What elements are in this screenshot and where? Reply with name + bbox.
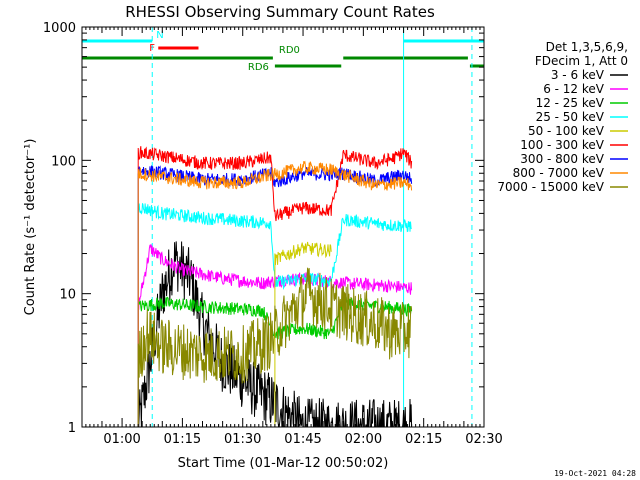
x-tick-label: 02:15 [405, 432, 442, 447]
x-axis-label: Start Time (01-Mar-12 00:50:02) [178, 456, 389, 471]
legend-entry: 100 - 300 keV [520, 138, 604, 152]
x-tick-label: 02:30 [465, 432, 502, 447]
x-tick-label: 01:00 [103, 432, 140, 447]
series-line [137, 146, 413, 427]
legend: Det 1,3,5,6,9,FDecim 1, Att 03 - 6 keV6 … [497, 40, 628, 194]
legend-header: FDecim 1, Att 0 [535, 54, 628, 68]
x-tick-label: 02:00 [345, 432, 382, 447]
observing-state-bars: NFRD0RD6 [82, 30, 484, 73]
legend-entry: 12 - 25 keV [536, 96, 605, 110]
x-tick-label: 01:45 [284, 432, 321, 447]
series-line [274, 241, 332, 427]
y-tick-label: 1 [68, 421, 76, 436]
state-bar-label: RD0 [279, 45, 300, 56]
legend-entry: 6 - 12 keV [543, 82, 605, 96]
legend-entry: 7000 - 15000 keV [497, 180, 604, 194]
legend-entry: 25 - 50 keV [536, 110, 605, 124]
series-line [137, 267, 413, 427]
x-axis-ticks: 01:00 01:15 01:30 01:45 02:00 02:15 02:30 [85, 27, 503, 447]
legend-entry: 800 - 7000 keV [513, 166, 605, 180]
x-tick-label: 01:15 [164, 432, 201, 447]
legend-entry: 50 - 100 keV [528, 124, 605, 138]
chart-title: RHESSI Observing Summary Count Rates [125, 3, 435, 21]
y-tick-label: 100 [51, 154, 76, 169]
state-bar-label: N [156, 30, 163, 41]
y-tick-label: 1000 [43, 21, 76, 36]
y-axis-ticks: 1 10 100 1000 [43, 21, 484, 436]
legend-entry: 3 - 6 keV [551, 68, 605, 82]
timestamp: 19-Oct-2021 04:28 [554, 469, 636, 478]
time-markers [151, 27, 473, 427]
state-bar-label: RD6 [248, 62, 269, 73]
legend-header: Det 1,3,5,6,9, [546, 40, 628, 54]
series-lines [137, 146, 413, 427]
series-line [137, 160, 413, 427]
y-axis-label: Count Rate (s⁻¹ detector⁻¹) [23, 139, 38, 316]
y-tick-label: 10 [59, 288, 76, 303]
legend-entry: 300 - 800 keV [520, 152, 604, 166]
x-tick-label: 01:30 [224, 432, 261, 447]
